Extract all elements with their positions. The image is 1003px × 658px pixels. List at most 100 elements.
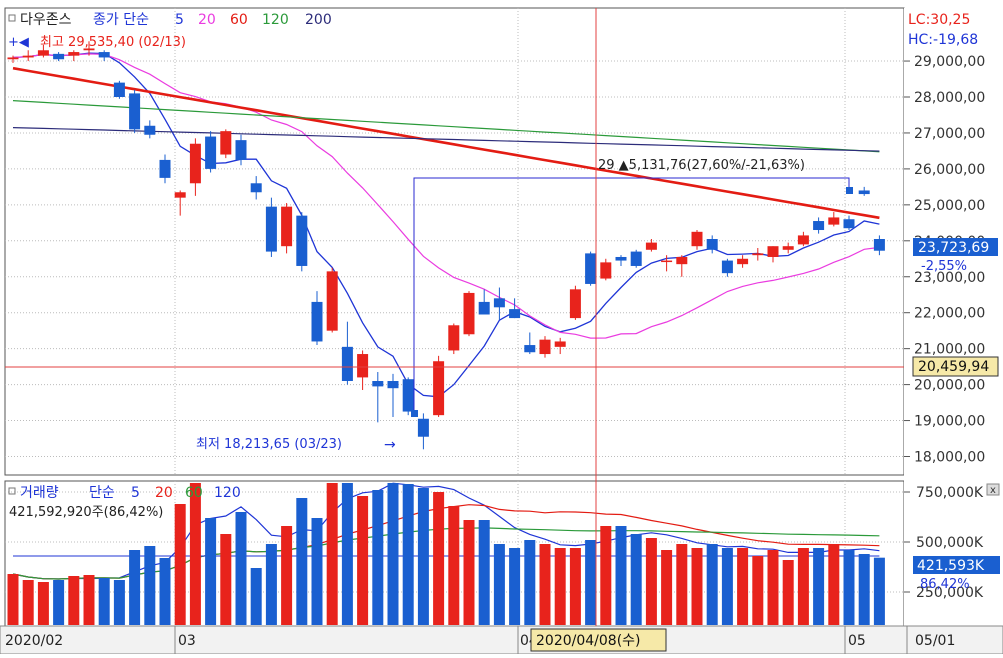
ma20-legend: 20 [198,12,216,28]
candle-body [68,52,80,56]
ma60-legend: 60 [230,12,248,28]
candle-body [235,140,247,160]
volume-bar [737,548,749,625]
volume-bar [767,550,779,625]
range-start-marker [411,410,418,417]
volume-bar [600,526,612,625]
price-tick-label: 28,000,00 [914,90,985,106]
volume-bar [22,580,34,625]
volume-tick-label: 750,000K [916,485,984,501]
candle-body [22,55,34,58]
candle-body [37,50,49,56]
candle-body [600,262,612,279]
x-label-1: 03 [178,633,196,649]
candle-body [448,325,460,351]
candle-body [113,82,125,97]
volume-bar [68,576,80,625]
candle-body [174,192,186,198]
current-volume-label: 421,593K [917,558,985,574]
volume-bars [7,483,885,625]
volume-bar [159,558,171,625]
candle-body [752,253,764,256]
price-legend-box[interactable] [8,14,16,22]
ma200-line [12,127,880,152]
volume-bar [144,546,156,625]
candle-body [767,246,779,257]
candle-body [569,289,581,319]
volume-close-button[interactable] [986,483,1000,496]
volume-bar [311,518,323,625]
volume-bar [493,544,505,625]
current-price-label: 23,723,69 [918,240,989,256]
price-panel-frame [4,7,905,476]
candle-body [189,143,201,184]
price-tick-label: 27,000,00 [914,126,985,142]
volume-bar [615,526,627,625]
volume-bar [524,540,536,625]
volume-bar [265,544,277,625]
volume-bar [205,518,217,625]
current-change-label: -2,55% [921,259,967,274]
volume-bar [478,520,490,625]
candle-body [524,345,536,353]
vol-ma5-legend: 5 [131,485,140,501]
volume-bar [433,492,445,625]
candle-body [7,57,19,60]
price-tick-label: 29,000,00 [914,54,985,70]
candle-body [737,258,749,265]
price-legend-type: 종가 단순 [93,12,149,28]
volume-bar [828,544,840,625]
candle-body [417,418,429,437]
volume-bar [417,488,429,625]
volume-bar [630,534,642,625]
x-label-3: 05 [848,633,866,649]
volume-bar [357,496,369,625]
volume-bar [83,575,95,625]
candle-body [645,242,657,250]
crosshair-date-label: 2020/04/08(수) [536,633,641,649]
price-tick-label: 19,000,00 [914,414,985,430]
range-measure-line [413,177,850,410]
volume-legend-name: 거래량 [20,485,59,501]
volume-legend-box[interactable] [8,487,16,495]
candle-body [843,219,855,229]
candle-body [858,190,870,195]
volume-bar [189,483,201,625]
price-tick-label: 21,000,00 [914,342,985,358]
candle-body [554,341,566,347]
candle-body [509,309,521,319]
candle-body [159,159,171,178]
high-annotation: 최고 29,535,40 (02/13) [40,35,186,50]
candle-body [311,301,323,342]
current-volume-ratio: 86,42% [920,577,970,592]
volume-value-label: 421,592,920주(86,42%) [9,505,163,520]
hc-label: HC:-19,68 [908,32,978,48]
candle-body [539,339,551,355]
volume-bar [752,556,764,625]
candle-body [782,246,794,250]
volume-legend-type: 단순 [89,485,115,501]
volume-bar [372,490,384,625]
candle-body [478,301,490,315]
vol-ma5-line [12,482,880,580]
ma60-line [12,66,880,220]
volume-bar [721,548,733,625]
volume-bar [53,580,65,625]
candle-body [129,93,141,130]
volume-bar [645,538,657,625]
candle-body [357,354,369,378]
price-tick-label: 25,000,00 [914,198,985,214]
candlesticks [7,41,885,450]
volume-bar [873,557,885,625]
volume-bar [250,568,262,625]
volume-bar [326,483,338,625]
crosshair-price-tag [912,356,999,377]
vol-ma60-line [12,527,880,580]
volume-bar [691,548,703,625]
candle-body [83,48,95,51]
high-arrow: +◀ [8,35,29,50]
volume-bar [448,506,460,625]
candle-body [372,381,384,387]
x-label-4: 05/01 [915,633,955,649]
